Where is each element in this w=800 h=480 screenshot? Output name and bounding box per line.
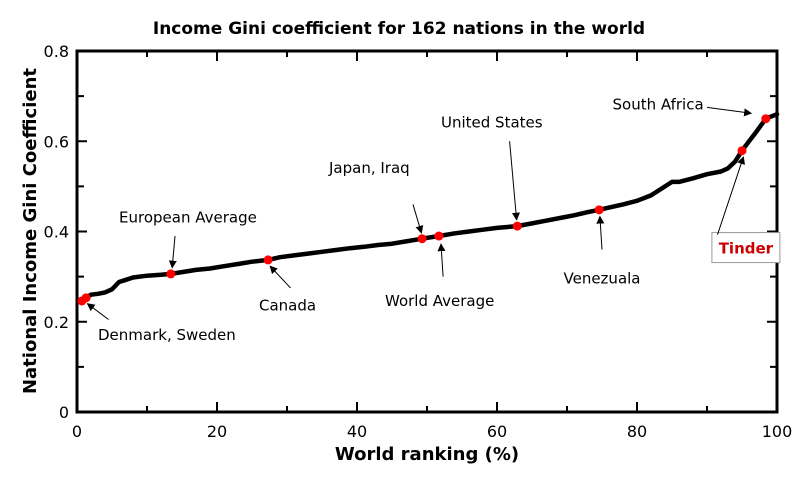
annotation-arrow	[168, 235, 177, 269]
highlight-point	[81, 293, 91, 303]
annotation-label: European Average	[119, 208, 257, 226]
x-axis-label: World ranking (%)	[335, 444, 519, 465]
highlight-point	[512, 221, 522, 231]
highlight-point	[761, 114, 771, 124]
annotation-arrow	[86, 303, 109, 320]
annotation-arrow	[706, 106, 753, 117]
callout-label: Tinder	[719, 240, 774, 258]
highlight-points	[77, 114, 771, 306]
callout-arrow	[717, 156, 745, 235]
y-tick-label: 0	[59, 403, 69, 422]
x-tick-label: 80	[627, 422, 647, 441]
highlight-point	[263, 255, 273, 265]
annotation-arrow	[412, 204, 424, 234]
y-tick-label: 0.4	[44, 223, 69, 242]
axes: 0 20 40 60 80 100 0 0.2 0.4 0.6 0.8	[44, 42, 793, 441]
annotation-label: United States	[441, 114, 543, 132]
annotation-label: South Africa	[613, 96, 704, 114]
y-axis-label: National Income Gini Coefficient	[20, 68, 41, 394]
callout-box	[711, 232, 781, 264]
highlight-point	[594, 205, 604, 215]
x-tick-label: 40	[347, 422, 367, 441]
x-tick-label: 20	[207, 422, 227, 441]
annotation-arrow	[437, 243, 446, 277]
highlight-point	[417, 234, 427, 244]
chart-title: Income Gini coefficient for 162 nations …	[153, 19, 645, 39]
annotation-arrow	[509, 141, 520, 221]
annotation-label: Venezuala	[564, 269, 641, 287]
y-tick-label: 0.8	[44, 42, 69, 61]
highlight-point	[166, 269, 176, 279]
x-tick-label: 60	[487, 422, 507, 441]
y-tick-label: 0.2	[44, 313, 69, 332]
annotations: Denmark, Sweden European Average Canada Jap…	[86, 96, 781, 344]
highlight-point	[737, 146, 747, 156]
highlight-point	[434, 231, 444, 241]
annotation-label: World Average	[385, 292, 494, 310]
y-tick-label: 0.6	[44, 132, 69, 151]
annotation-label: Japan, Iraq	[328, 159, 410, 177]
annotation-arrow	[596, 215, 605, 250]
annotation-label: Canada	[259, 296, 316, 314]
annotation-label: Denmark, Sweden	[98, 326, 236, 344]
x-tick-label: 100	[762, 422, 793, 441]
x-tick-label: 0	[72, 422, 82, 441]
annotation-arrow	[269, 265, 291, 289]
